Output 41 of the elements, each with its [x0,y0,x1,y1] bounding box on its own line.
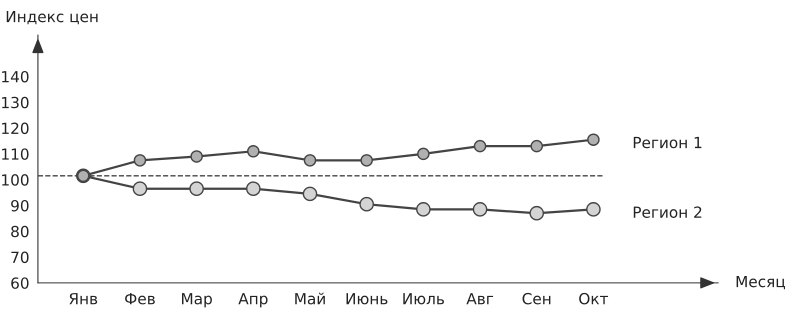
y-tick-label: 140 [2,70,29,82]
point [189,181,204,196]
text: Месяц [736,276,785,290]
point [246,181,261,196]
point [190,150,203,163]
x-tick-label: Июнь [346,293,388,304]
point [304,154,316,167]
point [417,148,430,160]
x-tick-label: Янв [69,293,98,304]
point [416,202,431,217]
point [530,140,543,152]
y-axis-title: Индекс цен [6,10,98,24]
y-tick-label: 80 [11,226,29,238]
point [586,202,601,217]
point [302,186,318,202]
x-tick-label: Авг [466,293,494,304]
x-tick-label: Мар [182,293,212,308]
y-tick-label: 60 [11,277,29,289]
point [359,196,374,212]
point [134,154,146,167]
point [474,140,486,152]
text: Регион 2 [634,206,702,218]
x-tick-label: Сен [522,292,550,304]
y-tick-label: 100 [2,174,29,186]
point [132,181,148,196]
y-tick-label: 120 [2,122,29,134]
point [587,133,600,146]
x-tick-label: Июль [403,293,444,304]
point [360,154,373,167]
x-tick-label: Окт [579,292,608,304]
x-tick-label: Фев [125,293,155,304]
y-tick-label: 110 [2,148,29,160]
y-tick-label: 90 [11,200,29,212]
point [472,202,488,217]
x-tick-label: Май [295,292,325,304]
point [529,206,544,221]
x-tick-label: Апр [238,293,268,308]
y-tick-label: 70 [11,252,29,264]
text: Регион 1 [634,136,702,148]
y-tick-label: 130 [2,96,29,108]
point [247,145,260,158]
